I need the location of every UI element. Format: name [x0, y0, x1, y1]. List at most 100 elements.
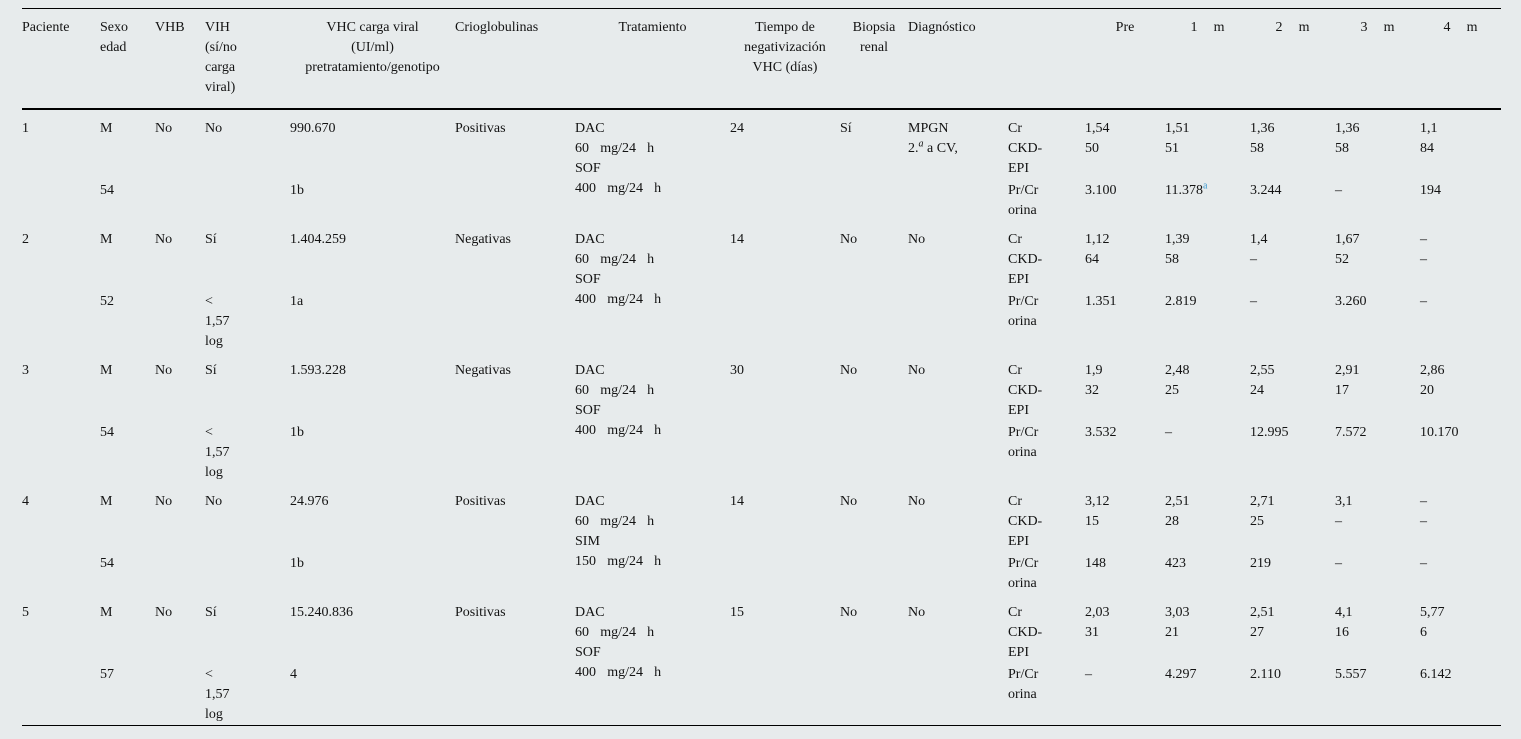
cell-values-pre: 3,12 15 148 [1085, 492, 1165, 594]
header-col-tiempo: Tiempo de negativización VHC (días) [730, 9, 840, 108]
cell-values-m2: 1,36 58 3.244 [1250, 119, 1335, 221]
cr-value: – [1420, 494, 1427, 509]
header-col-paciente: Paciente [22, 9, 100, 108]
param-ckd-label: EPI [1008, 161, 1029, 176]
crioglobulinas-value: Positivas [455, 494, 506, 509]
header-col-tratamiento: Tratamiento [575, 9, 730, 108]
prcr-orina-value: 2.819 [1165, 294, 1197, 309]
cell-values-m2: 1,4 – – [1250, 230, 1335, 352]
ckd-epi-value: 25 [1165, 383, 1179, 398]
cr-value: 1,51 [1165, 121, 1190, 136]
ckd-epi-value: – [1420, 514, 1427, 529]
param-prcr-label: Pr/Cr [1008, 294, 1039, 309]
patient-id: 2 [22, 232, 29, 247]
tratamiento-line: SOF [575, 272, 601, 287]
biopsia-value: No [840, 494, 858, 509]
vih-carga-line: 1,57 [205, 314, 230, 329]
cell-values-m1: 1,51 51 11.378a [1165, 119, 1250, 221]
ckd-epi-value: 52 [1335, 252, 1349, 267]
edad-value: 54 [100, 556, 114, 571]
param-prcr-label: orina [1008, 203, 1037, 218]
ckd-epi-value: 58 [1165, 252, 1179, 267]
header-separator-rule [22, 108, 1501, 110]
header-col-pre: Pre [1085, 9, 1165, 108]
prcr-orina-value: 7.572 [1335, 425, 1367, 440]
header-col-m3: 3 m [1335, 9, 1420, 108]
sexo-value: M [100, 605, 113, 620]
param-prcr-label: orina [1008, 576, 1037, 591]
cell-vhc-carga: 990.670 1b [290, 119, 455, 221]
param-ckd-label: CKD- [1008, 252, 1043, 267]
header-col-tiempo-line: VHC (días) [752, 60, 818, 75]
ckd-epi-value: 32 [1085, 383, 1099, 398]
cr-value: 2,55 [1250, 363, 1275, 378]
vhb-value: No [155, 363, 173, 378]
ckd-epi-value: 31 [1085, 625, 1099, 640]
patient-row-1: 1 M 54 No No 990.670 1b Positivas DAC 60 mg/24 h S… [22, 110, 1501, 221]
prcr-orina-value: – [1420, 294, 1427, 309]
header-col-biopsia: Biopsia renal [840, 9, 908, 108]
prcr-orina-value: 4.297 [1165, 667, 1197, 682]
header-col-pre-line: Pre [1115, 20, 1135, 35]
cell-diagnostico: MPGN 2.a a CV, [908, 119, 1008, 221]
cell-tiempo-negativizacion: 30 [730, 361, 840, 483]
cell-tratamiento: DAC 60 mg/24 h SOF 400 mg/24 h [575, 119, 730, 221]
cell-values-m1: 2,51 28 423 [1165, 492, 1250, 594]
param-prcr-label: Pr/Cr [1008, 556, 1039, 571]
genotipo-value: 1a [290, 294, 304, 309]
cr-value: 2,48 [1165, 363, 1190, 378]
header-col-tiempo-line: Tiempo de [755, 20, 815, 35]
genotipo-value: 1b [290, 183, 304, 198]
diagnosis-line: No [908, 605, 926, 620]
ckd-epi-value: – [1420, 252, 1427, 267]
param-prcr-label: Pr/Cr [1008, 667, 1039, 682]
footnote-a-link[interactable]: a [1202, 180, 1208, 192]
cell-values-m2: 2,51 27 2.110 [1250, 603, 1335, 725]
vih-value: Sí [205, 232, 217, 247]
ckd-epi-value: 51 [1165, 141, 1179, 156]
cell-biopsia-renal: Sí [840, 119, 908, 221]
ckd-epi-value: 21 [1165, 625, 1179, 640]
ckd-epi-value: 58 [1335, 141, 1349, 156]
cell-values-m4: – – – [1420, 230, 1501, 352]
cell-values-m4: – – – [1420, 492, 1501, 594]
param-ckd-label: EPI [1008, 534, 1029, 549]
param-prcr-label: Pr/Cr [1008, 425, 1039, 440]
table-header-row: Paciente Sexo edad VHB VIH (sí/no carga viral) V… [22, 9, 1501, 108]
cell-paciente: 1 [22, 119, 100, 221]
prcr-orina-value: – [1250, 294, 1257, 309]
cell-paciente: 2 [22, 230, 100, 352]
prcr-orina-value: 11.378a [1165, 180, 1208, 198]
cell-values-pre: 1,12 64 1.351 [1085, 230, 1165, 352]
sexo-value: M [100, 232, 113, 247]
ckd-epi-value: 64 [1085, 252, 1099, 267]
header-col-biopsia-line: Biopsia [852, 20, 896, 35]
cell-values-m2: 2,55 24 12.995 [1250, 361, 1335, 483]
vih-value: Sí [205, 605, 217, 620]
header-col-crioglobulinas: Crioglobulinas [455, 9, 575, 108]
header-col-m2-line: 2 m [1275, 20, 1310, 35]
ckd-epi-value: – [1250, 252, 1257, 267]
cell-values-m3: 1,67 52 3.260 [1335, 230, 1420, 352]
ckd-epi-value: 16 [1335, 625, 1349, 640]
param-prcr-label: orina [1008, 445, 1037, 460]
cell-vhb: No [155, 492, 205, 594]
param-ckd-label: EPI [1008, 403, 1029, 418]
cr-value: 3,12 [1085, 494, 1110, 509]
patient-row-4: 4 M 54 No No 24.976 1b Positivas DAC 60 mg/24 h SI… [22, 483, 1501, 594]
header-col-vih-line: (sí/no [205, 40, 237, 55]
param-cr-label: Cr [1008, 363, 1022, 378]
genotipo-value: 1b [290, 556, 304, 571]
crioglobulinas-value: Positivas [455, 121, 506, 136]
vhb-value: No [155, 494, 173, 509]
param-ckd-label: CKD- [1008, 141, 1043, 156]
ckd-epi-value: 27 [1250, 625, 1264, 640]
cell-vhb: No [155, 361, 205, 483]
ckd-epi-value: 25 [1250, 514, 1264, 529]
cell-values-pre: 1,54 50 3.100 [1085, 119, 1165, 221]
ckd-epi-value: – [1335, 514, 1342, 529]
table-bottom-rule [22, 725, 1501, 726]
param-cr-label: Cr [1008, 494, 1022, 509]
cell-values-m4: 5,77 6 6.142 [1420, 603, 1501, 725]
